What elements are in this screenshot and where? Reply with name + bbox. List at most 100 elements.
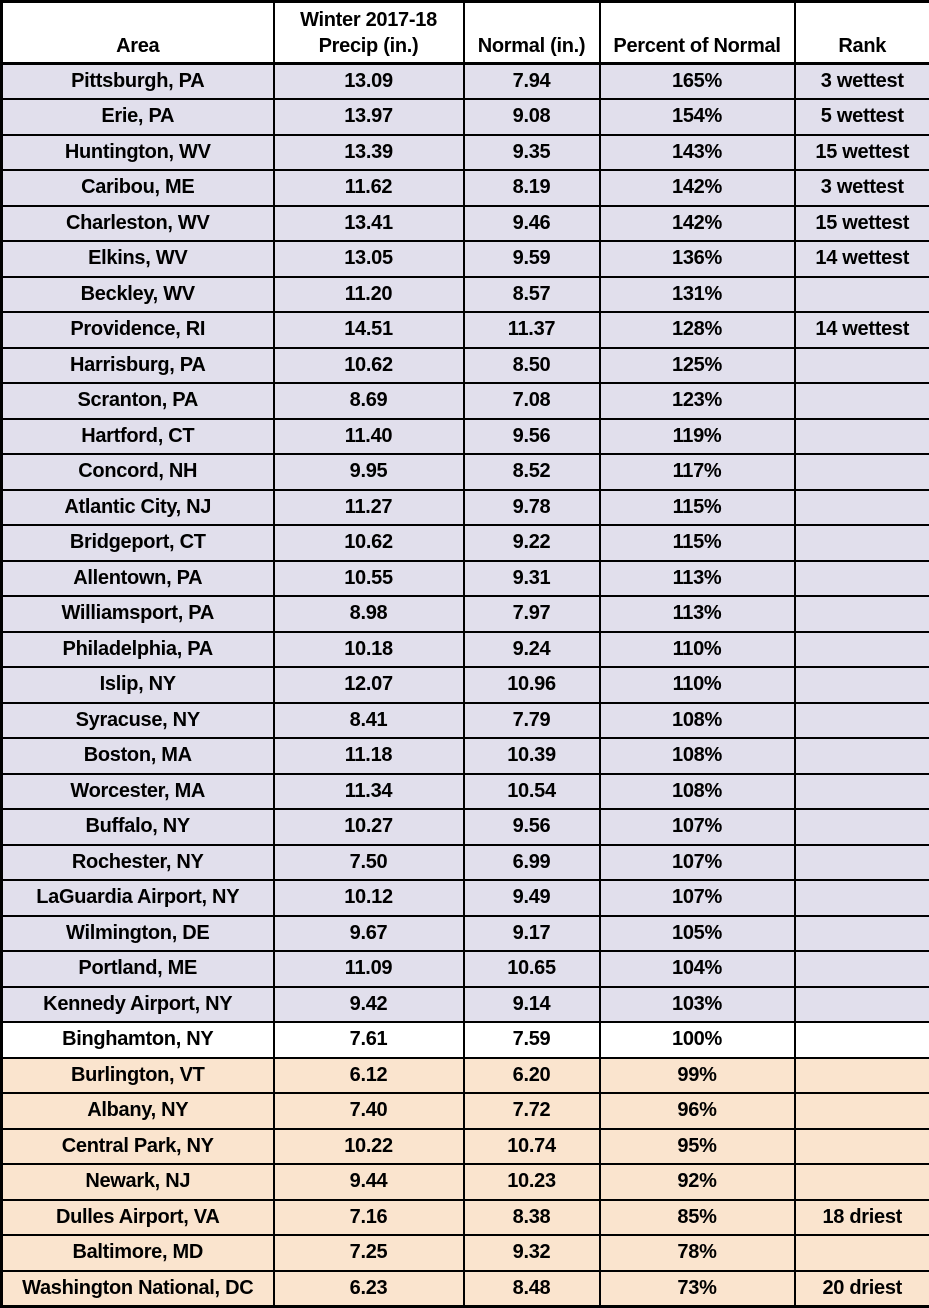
- cell-rank: [795, 703, 929, 739]
- table-row: Kennedy Airport, NY 9.42 9.14 103%: [2, 987, 929, 1023]
- cell-precip: 10.62: [274, 348, 464, 384]
- cell-area: Washington National, DC: [2, 1271, 274, 1307]
- cell-percent: 113%: [600, 561, 795, 597]
- cell-normal: 8.52: [464, 454, 600, 490]
- cell-area: Syracuse, NY: [2, 703, 274, 739]
- cell-normal: 9.32: [464, 1235, 600, 1271]
- col-header-precip-line2: Precip (in.): [319, 35, 419, 57]
- cell-area: LaGuardia Airport, NY: [2, 880, 274, 916]
- cell-precip: 8.98: [274, 596, 464, 632]
- cell-percent: 96%: [600, 1093, 795, 1129]
- cell-percent: 85%: [600, 1200, 795, 1236]
- cell-rank: [795, 632, 929, 668]
- cell-normal: 7.97: [464, 596, 600, 632]
- cell-percent: 107%: [600, 809, 795, 845]
- cell-normal: 10.96: [464, 667, 600, 703]
- table-row: Rochester, NY 7.50 6.99 107%: [2, 845, 929, 881]
- cell-normal: 9.56: [464, 809, 600, 845]
- cell-precip: 12.07: [274, 667, 464, 703]
- cell-rank: [795, 454, 929, 490]
- cell-area: Williamsport, PA: [2, 596, 274, 632]
- cell-percent: 78%: [600, 1235, 795, 1271]
- cell-rank: 14 wettest: [795, 312, 929, 348]
- cell-precip: 10.55: [274, 561, 464, 597]
- col-header-area: Area: [2, 2, 274, 64]
- cell-normal: 9.24: [464, 632, 600, 668]
- cell-normal: 9.35: [464, 135, 600, 171]
- table-row: Atlantic City, NJ 11.27 9.78 115%: [2, 490, 929, 526]
- cell-area: Charleston, WV: [2, 206, 274, 242]
- cell-rank: [795, 1022, 929, 1058]
- cell-area: Rochester, NY: [2, 845, 274, 881]
- table-row: Harrisburg, PA 10.62 8.50 125%: [2, 348, 929, 384]
- cell-percent: 99%: [600, 1058, 795, 1094]
- cell-rank: [795, 1093, 929, 1129]
- cell-normal: 8.50: [464, 348, 600, 384]
- table-row: Buffalo, NY 10.27 9.56 107%: [2, 809, 929, 845]
- col-header-precip: Winter 2017-18 Precip (in.): [274, 2, 464, 64]
- cell-area: Philadelphia, PA: [2, 632, 274, 668]
- table-row: Boston, MA 11.18 10.39 108%: [2, 738, 929, 774]
- cell-normal: 9.22: [464, 525, 600, 561]
- table-row: Scranton, PA 8.69 7.08 123%: [2, 383, 929, 419]
- cell-rank: [795, 419, 929, 455]
- cell-percent: 131%: [600, 277, 795, 313]
- cell-area: Wilmington, DE: [2, 916, 274, 952]
- cell-area: Atlantic City, NJ: [2, 490, 274, 526]
- header-row: Area Winter 2017-18 Precip (in.) Normal …: [2, 2, 929, 64]
- cell-rank: [795, 383, 929, 419]
- cell-percent: 119%: [600, 419, 795, 455]
- cell-percent: 107%: [600, 880, 795, 916]
- cell-area: Allentown, PA: [2, 561, 274, 597]
- cell-area: Binghamton, NY: [2, 1022, 274, 1058]
- table-row: Hartford, CT 11.40 9.56 119%: [2, 419, 929, 455]
- cell-area: Pittsburgh, PA: [2, 64, 274, 100]
- cell-area: Erie, PA: [2, 99, 274, 135]
- cell-normal: 11.37: [464, 312, 600, 348]
- cell-normal: 9.17: [464, 916, 600, 952]
- table-row: Concord, NH 9.95 8.52 117%: [2, 454, 929, 490]
- cell-precip: 11.62: [274, 170, 464, 206]
- table-row: Providence, RI 14.51 11.37 128% 14 wette…: [2, 312, 929, 348]
- cell-precip: 10.12: [274, 880, 464, 916]
- table-row: Portland, ME 11.09 10.65 104%: [2, 951, 929, 987]
- cell-precip: 13.05: [274, 241, 464, 277]
- cell-rank: [795, 987, 929, 1023]
- table-row: Burlington, VT 6.12 6.20 99%: [2, 1058, 929, 1094]
- cell-percent: 117%: [600, 454, 795, 490]
- cell-rank: 18 driest: [795, 1200, 929, 1236]
- cell-normal: 9.49: [464, 880, 600, 916]
- cell-normal: 10.65: [464, 951, 600, 987]
- cell-rank: 15 wettest: [795, 206, 929, 242]
- cell-precip: 11.34: [274, 774, 464, 810]
- table-row: Pittsburgh, PA 13.09 7.94 165% 3 wettest: [2, 64, 929, 100]
- cell-percent: 92%: [600, 1164, 795, 1200]
- col-header-rank: Rank: [795, 2, 929, 64]
- cell-area: Central Park, NY: [2, 1129, 274, 1165]
- cell-normal: 9.08: [464, 99, 600, 135]
- cell-rank: 3 wettest: [795, 170, 929, 206]
- cell-normal: 8.38: [464, 1200, 600, 1236]
- cell-percent: 115%: [600, 490, 795, 526]
- cell-normal: 7.79: [464, 703, 600, 739]
- cell-rank: [795, 845, 929, 881]
- cell-area: Worcester, MA: [2, 774, 274, 810]
- cell-area: Boston, MA: [2, 738, 274, 774]
- cell-precip: 7.25: [274, 1235, 464, 1271]
- cell-area: Elkins, WV: [2, 241, 274, 277]
- cell-normal: 9.31: [464, 561, 600, 597]
- cell-percent: 110%: [600, 632, 795, 668]
- cell-normal: 8.48: [464, 1271, 600, 1307]
- cell-precip: 13.41: [274, 206, 464, 242]
- cell-area: Baltimore, MD: [2, 1235, 274, 1271]
- cell-normal: 10.39: [464, 738, 600, 774]
- cell-precip: 11.09: [274, 951, 464, 987]
- table-row: Caribou, ME 11.62 8.19 142% 3 wettest: [2, 170, 929, 206]
- cell-percent: 128%: [600, 312, 795, 348]
- table-row: Newark, NJ 9.44 10.23 92%: [2, 1164, 929, 1200]
- cell-precip: 9.67: [274, 916, 464, 952]
- cell-normal: 7.59: [464, 1022, 600, 1058]
- cell-percent: 113%: [600, 596, 795, 632]
- cell-rank: [795, 525, 929, 561]
